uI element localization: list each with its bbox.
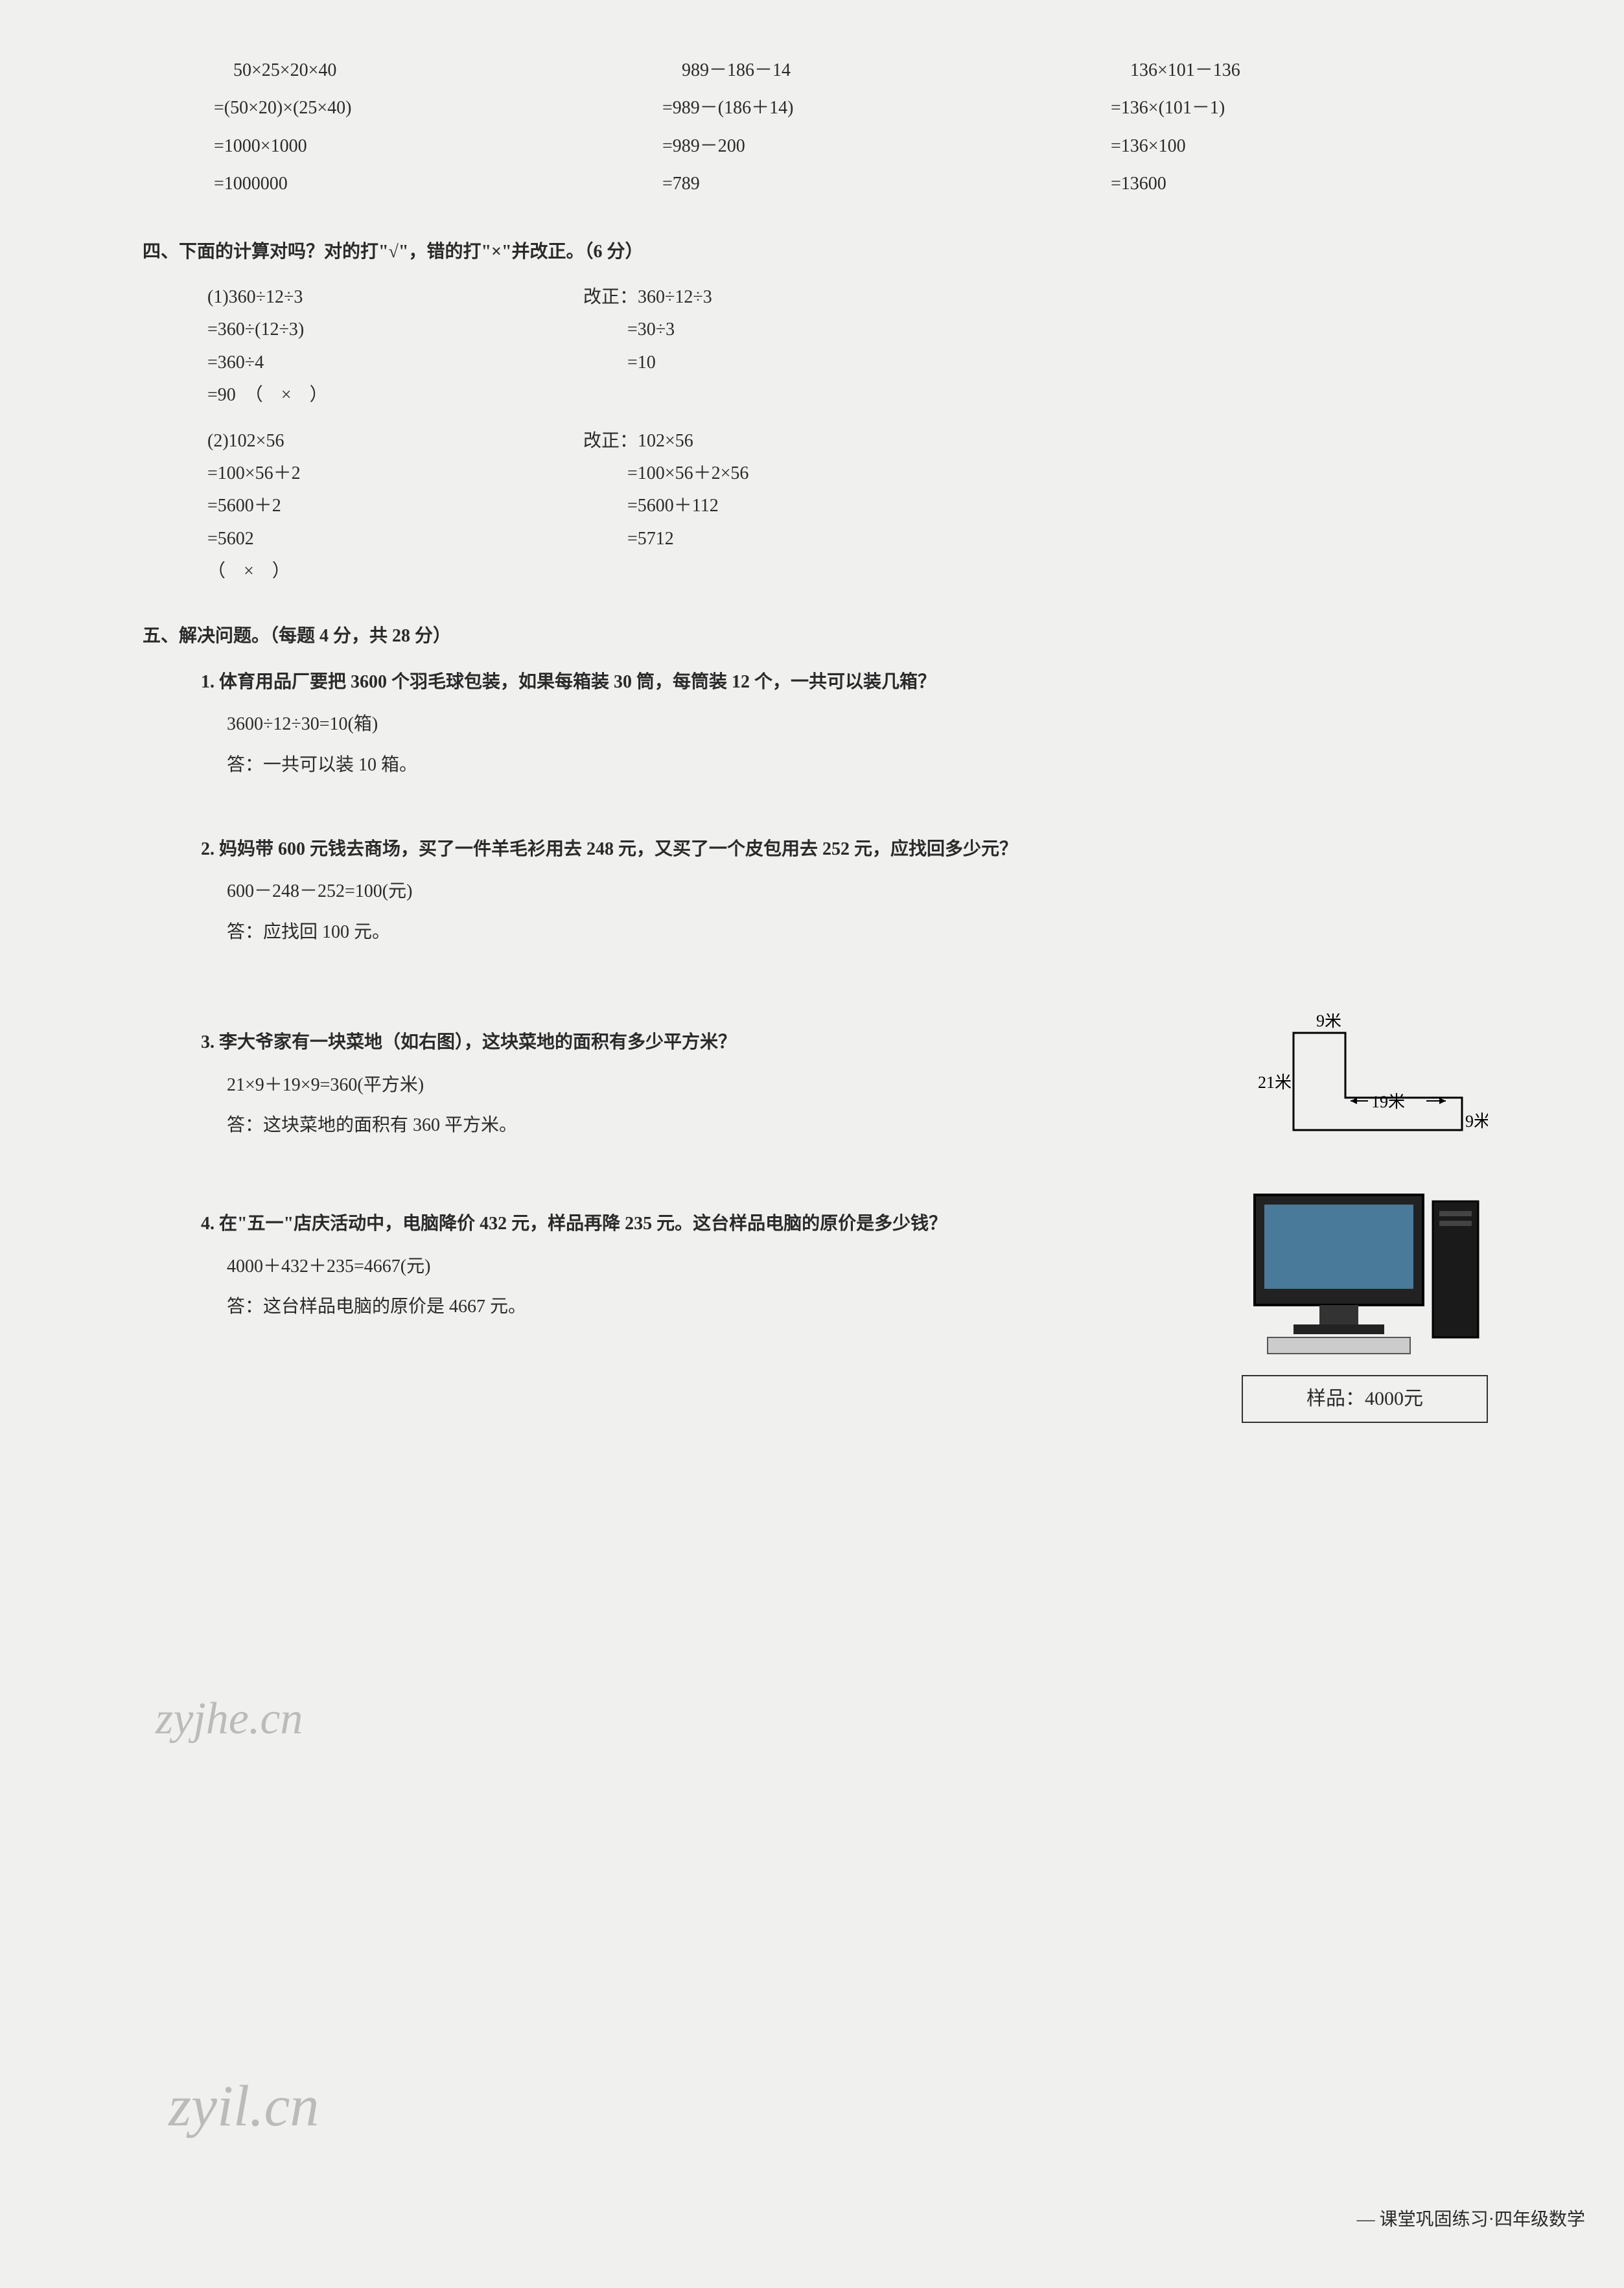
diagram-label-right: 9米 [1465,1112,1488,1131]
calc-line: 50×25×20×40 [181,52,630,89]
problem-2: (2)102×56 =100×56＋2 =5600＋2 =5602 （ × ） … [207,425,1527,588]
computer-image: 样品：4000元 [1242,1188,1488,1422]
question-4: 样品：4000元 4. 在"五一"店庆活动中，电脑降价 432 元，样品再降 2… [201,1208,1527,1422]
correction-line: =5712 [583,523,1527,555]
diagram-label-top: 9米 [1316,1013,1341,1030]
prob-line: (1)360÷12÷3 [207,281,583,314]
calc-line: =13600 [1078,165,1527,203]
prob-line: =90 （ × ） [207,379,583,411]
prob-line: =360÷(12÷3) [207,314,583,346]
correction-line: 改正：360÷12÷3 [583,281,1527,314]
calc-col-2: 989－186－14 =989－(186＋14) =989－200 =789 [630,52,1078,203]
q-text: 2. 妈妈带 600 元钱去商场，买了一件羊毛衫用去 248 元，又买了一个皮包… [201,833,1527,866]
calc-line: =1000000 [181,165,630,203]
calc-line: 989－186－14 [630,52,1078,89]
q-answer: 答：应找回 100 元。 [227,916,1527,949]
calc-line: =136×100 [1078,128,1527,165]
calc-line: 136×101－136 [1078,52,1527,89]
diagram-label-mid: 19米 [1371,1092,1405,1111]
prob-line: (2)102×56 [207,425,583,457]
correction-line: =100×56＋2×56 [583,457,1527,490]
q-answer: 答：一共可以装 10 箱。 [227,749,1527,781]
correction-line: =10 [583,347,1527,379]
calc-col-1: 50×25×20×40 =(50×20)×(25×40) =1000×1000 … [181,52,630,203]
correction-line: =30÷3 [583,314,1527,346]
prob-line: =360÷4 [207,347,583,379]
page-footer: — 课堂巩固练习·四年级数学 [1357,2204,1585,2236]
l-shape-diagram: 9米 21米 19米 9米 [1255,1013,1488,1143]
question-3: 9米 21米 19米 9米 3. 李大爷家有一块菜地（如右图），这块菜地的面积有… [201,1026,1527,1143]
calc-line: =989－200 [630,128,1078,165]
section-5-title: 五、解决问题。（每题 4 分，共 28 分） [143,620,1527,653]
question-1: 1. 体育用品厂要把 3600 个羽毛球包装，如果每箱装 30 筒，每筒装 12… [201,666,1527,781]
prob-line: =100×56＋2 [207,457,583,490]
question-2: 2. 妈妈带 600 元钱去商场，买了一件羊毛衫用去 248 元，又买了一个皮包… [201,833,1527,949]
calc-line: =1000×1000 [181,128,630,165]
calc-line: =989－(186＋14) [630,89,1078,127]
sample-price-label: 样品：4000元 [1242,1375,1488,1423]
correction-line: =5600＋112 [583,490,1527,522]
q-text: 1. 体育用品厂要把 3600 个羽毛球包装，如果每箱装 30 筒，每筒装 12… [201,666,1527,699]
watermark-2: zyil.cn [168,2054,319,2159]
calc-line: =789 [630,165,1078,203]
diagram-label-left: 21米 [1258,1073,1292,1092]
section-4-title: 四、下面的计算对吗？对的打"√"，错的打"×"并改正。（6 分） [143,236,1527,268]
calc-col-3: 136×101－136 =136×(101－1) =136×100 =13600 [1078,52,1527,203]
calc-line: =(50×20)×(25×40) [181,89,630,127]
prob-line: =5600＋2 [207,490,583,522]
watermark-1: zyjhe.cn [156,1678,303,1760]
calculation-columns: 50×25×20×40 =(50×20)×(25×40) =1000×1000 … [181,52,1527,203]
calc-line: =136×(101－1) [1078,89,1527,127]
prob-line: （ × ） [207,555,583,588]
q-work: 3600÷12÷30=10(箱) [227,708,1527,741]
problem-1: (1)360÷12÷3 =360÷(12÷3) =360÷4 =90 （ × ）… [207,281,1527,412]
prob-line: =5602 [207,523,583,555]
q-work: 600－248－252=100(元) [227,875,1527,908]
correction-line: 改正：102×56 [583,425,1527,457]
